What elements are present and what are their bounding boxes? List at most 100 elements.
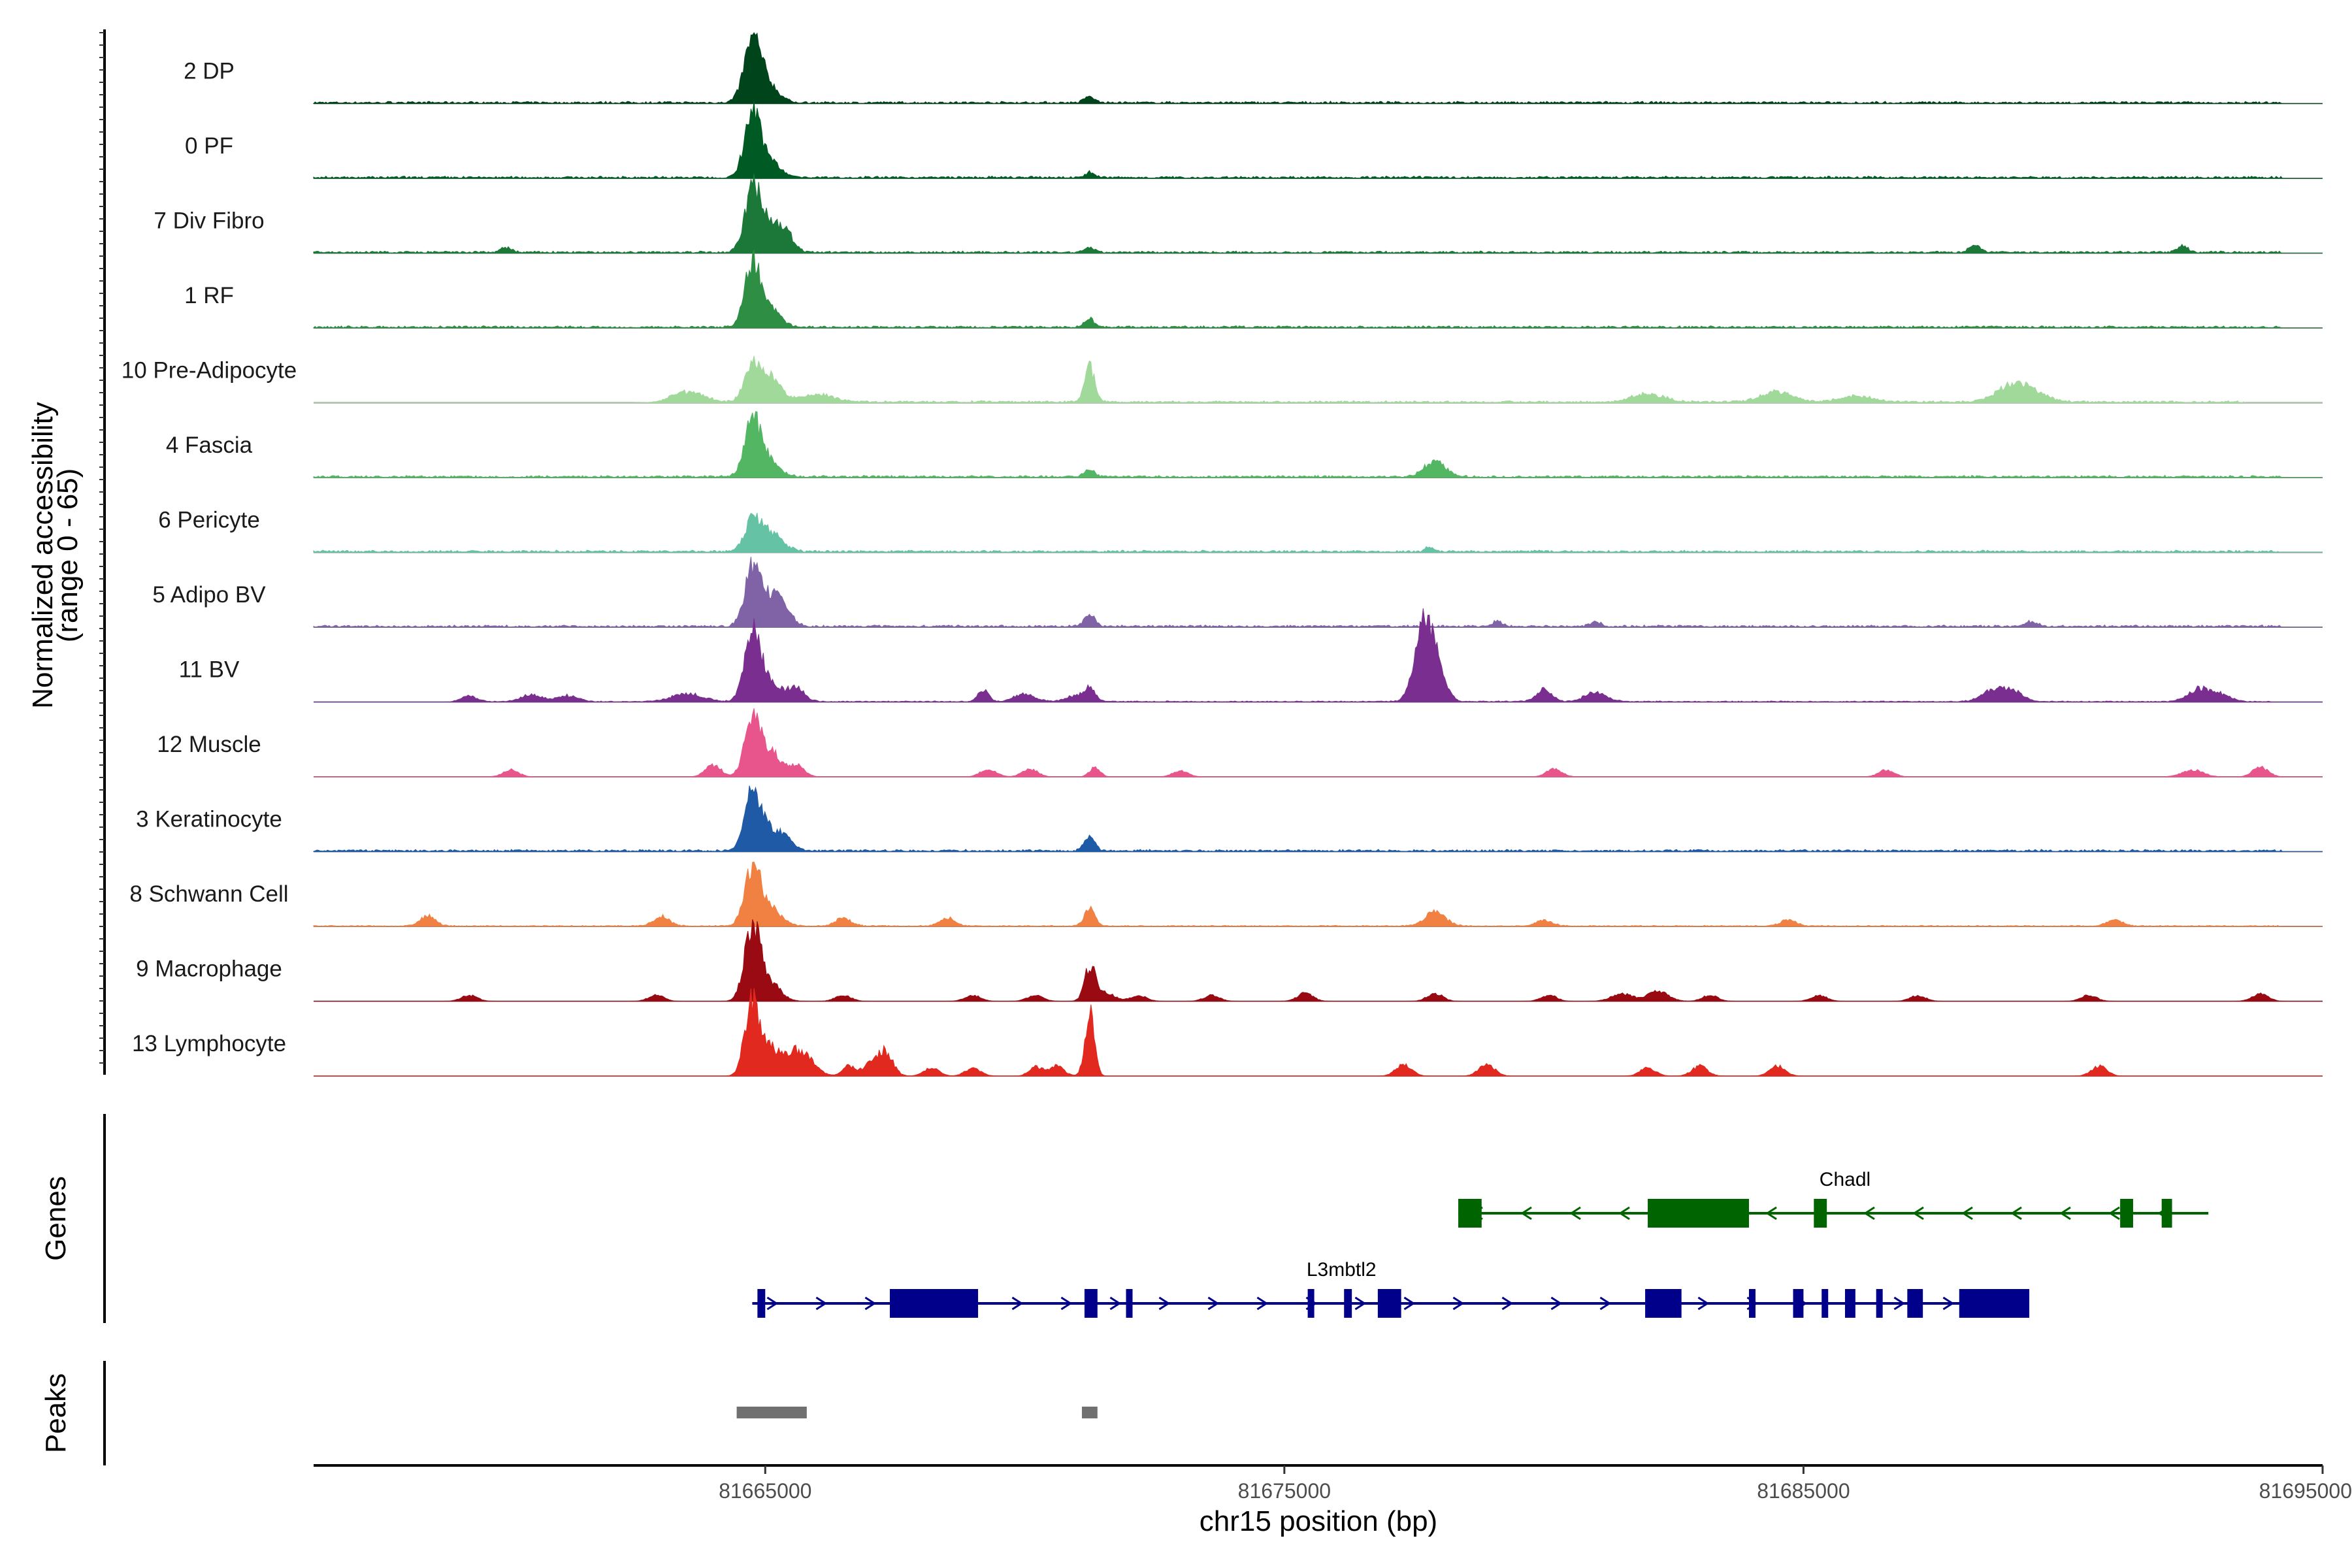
track-label: 0 PF <box>185 133 233 159</box>
x-tick-label: 81685000 <box>1757 1479 1850 1503</box>
track-1-rf: 1 RF <box>184 250 2323 329</box>
track-9-macrophage: 9 Macrophage <box>136 919 2323 1002</box>
strand-chevron <box>1060 1296 1073 1311</box>
gene-exon <box>1907 1289 1923 1318</box>
peak-region <box>736 1407 807 1418</box>
strand-chevron <box>1256 1296 1269 1311</box>
gene-exon <box>889 1289 979 1318</box>
coverage-area <box>314 355 2323 404</box>
track-label: 8 Schwann Cell <box>129 881 288 907</box>
coverage-area <box>313 512 2323 553</box>
track-label: 5 Adipo BV <box>152 582 266 608</box>
track-8-schwann-cell: 8 Schwann Cell <box>129 861 2323 927</box>
gene-name-label: L3mbtl2 <box>1307 1259 1377 1281</box>
coverage-area <box>312 32 2323 105</box>
coverage-area <box>313 785 2323 853</box>
strand-chevron <box>1550 1296 1563 1311</box>
gene-chadl: Chadl <box>1458 1169 2209 1228</box>
gene-exon <box>1814 1199 1827 1228</box>
track-label: 2 DP <box>184 59 235 84</box>
track-12-muscle: 12 Muscle <box>157 708 2323 777</box>
peak-region <box>1081 1407 1098 1418</box>
track-label: 10 Pre-Adipocyte <box>122 358 297 384</box>
track-11-bv: 11 BV <box>179 608 2323 703</box>
track-10-pre-adipocyte: 10 Pre-Adipocyte <box>122 355 2323 404</box>
track-label: 1 RF <box>184 283 234 308</box>
strand-chevron <box>1354 1296 1367 1311</box>
x-axis-title: chr15 position (bp) <box>1200 1505 1437 1537</box>
gene-exon <box>1645 1289 1682 1318</box>
strand-chevron <box>1011 1296 1024 1311</box>
gene-exon <box>2161 1199 2172 1228</box>
coverage-area <box>313 174 2323 254</box>
peaks-panel-title: Peaks <box>40 1373 72 1453</box>
gene-exon <box>1821 1289 1829 1318</box>
track-4-fascia: 4 Fascia <box>166 411 2323 478</box>
strand-chevron <box>1618 1206 1630 1220</box>
strand-chevron <box>815 1296 828 1311</box>
strand-chevron <box>1961 1206 1973 1220</box>
strand-chevron <box>2010 1206 2022 1220</box>
track-5-adipo-bv: 5 Adipo BV <box>152 557 2323 628</box>
strand-chevron <box>2108 1206 2120 1220</box>
strand-chevron <box>1403 1296 1416 1311</box>
track-label: 9 Macrophage <box>136 956 282 982</box>
strand-chevron <box>1697 1296 1710 1311</box>
x-tick-label: 81675000 <box>1238 1479 1331 1503</box>
y-axis-title: Normalized accessibility <box>27 402 59 708</box>
coverage-area <box>314 919 2323 1002</box>
gene-models: Chadl L3mbtl2 <box>752 1169 2209 1318</box>
strand-chevron <box>1863 1206 1875 1220</box>
strand-chevron <box>1520 1206 1532 1220</box>
strand-chevron <box>766 1296 779 1311</box>
gene-exon <box>1377 1289 1401 1318</box>
strand-chevron <box>1912 1206 1924 1220</box>
x-axis-ticks: 81665000 81675000 81685000 81695000 <box>719 1465 2352 1503</box>
x-tick-label: 81665000 <box>719 1479 811 1503</box>
track-3-keratinocyte: 3 Keratinocyte <box>136 785 2323 853</box>
strand-chevron <box>1942 1296 1955 1311</box>
gene-exon <box>1844 1289 1855 1318</box>
track-2-dp: 2 DP <box>184 32 2323 105</box>
strand-chevron <box>1599 1296 1612 1311</box>
coverage-area <box>313 861 2323 927</box>
genes-panel-title: Genes <box>40 1176 72 1261</box>
gene-exon <box>1648 1199 1749 1228</box>
track-label: 7 Div Fibro <box>154 208 264 234</box>
gene-exon <box>1307 1289 1315 1318</box>
x-tick-label: 81695000 <box>2259 1479 2352 1503</box>
gene-exon <box>1959 1289 2030 1318</box>
gene-name-label: Chadl <box>1820 1169 1870 1190</box>
track-label: 13 Lymphocyte <box>132 1031 286 1056</box>
coverage-area <box>314 708 2323 777</box>
strand-chevron <box>2059 1206 2071 1220</box>
coverage-area <box>313 101 2323 179</box>
track-13-lymphocyte: 13 Lymphocyte <box>132 988 2323 1077</box>
gene-exon <box>1793 1289 1804 1318</box>
gene-exon <box>1748 1289 1756 1318</box>
coverage-area <box>313 557 2323 628</box>
track-0-pf: 0 PF <box>185 101 2323 179</box>
coverage-area <box>313 250 2323 329</box>
strand-chevron <box>1158 1296 1171 1311</box>
coverage-tracks: 2 DP 0 PF 7 Div Fibro 1 RF 10 Pre-Adipocyte 4… <box>122 32 2323 1077</box>
track-label: 6 Pericyte <box>158 508 260 533</box>
strand-chevron <box>1569 1206 1581 1220</box>
strand-chevron <box>1501 1296 1514 1311</box>
strand-chevron <box>1207 1296 1220 1311</box>
gene-exon <box>757 1289 766 1318</box>
gene-l3mbtl2: L3mbtl2 <box>752 1259 2030 1318</box>
track-label: 3 Keratinocyte <box>136 807 282 832</box>
strand-chevron <box>1893 1296 1906 1311</box>
gene-exon <box>1344 1289 1352 1318</box>
gene-exon <box>1126 1289 1133 1318</box>
track-label: 11 BV <box>179 657 240 683</box>
strand-chevron <box>1452 1296 1465 1311</box>
strand-chevron <box>864 1296 877 1311</box>
gene-exon <box>1876 1289 1883 1318</box>
track-label: 12 Muscle <box>157 732 261 757</box>
y-axis-subtitle: (range 0 - 65) <box>52 468 84 643</box>
track-7-div-fibro: 7 Div Fibro <box>154 174 2323 254</box>
peak-regions <box>736 1407 1098 1418</box>
